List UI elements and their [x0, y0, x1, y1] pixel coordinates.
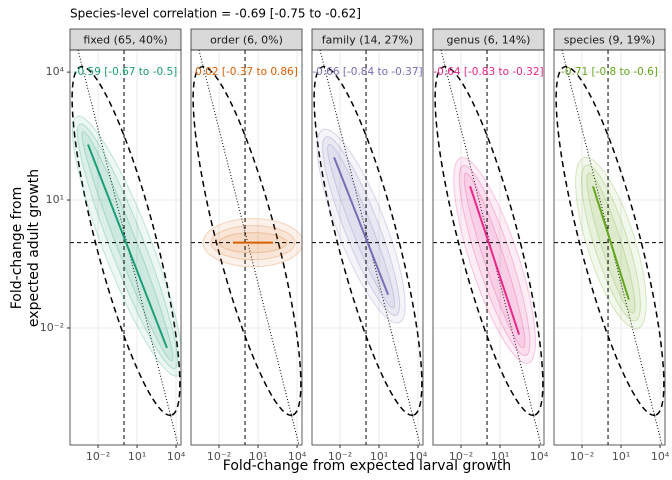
diagonal	[198, 50, 300, 445]
panel	[312, 50, 423, 445]
envelope	[192, 65, 302, 417]
x-tick-label: 10⁴	[651, 450, 670, 463]
x-tick-label: 10⁴	[530, 450, 549, 463]
y-axis-title: Fold-change from	[9, 187, 25, 310]
correlation-label: 0.02 [-0.37 to 0.86]	[195, 66, 298, 78]
fit-line	[592, 185, 630, 301]
diagonal	[77, 50, 179, 445]
diagonal	[319, 50, 421, 445]
y-tick-label: 10⁴	[46, 65, 65, 78]
envelope	[313, 65, 423, 417]
correlation-label: -0.71 [-0.8 to -0.6]	[561, 66, 658, 78]
strip-label: family (14, 27%)	[322, 34, 413, 47]
x-tick-label: 10⁴	[409, 450, 428, 463]
chart-title: Species-level correlation = -0.69 [-0.75…	[70, 7, 361, 21]
y-tick-label: 10⁻²	[40, 321, 64, 334]
x-tick-label: 10⁴	[167, 450, 186, 463]
envelope	[71, 65, 181, 417]
panel-content	[433, 50, 544, 445]
x-tick-label: 10⁻²	[207, 450, 231, 463]
panel-border	[553, 49, 666, 446]
panel	[554, 50, 665, 445]
strip-label: order (6, 0%)	[210, 34, 283, 47]
fit-line	[469, 185, 521, 335]
x-tick-label: 10¹	[249, 450, 267, 463]
panel-border	[311, 49, 424, 446]
panel-border	[432, 49, 545, 446]
panel-border	[190, 49, 303, 446]
fit-line	[87, 144, 168, 349]
x-tick-label: 10¹	[370, 450, 388, 463]
panel	[70, 50, 181, 445]
panel	[191, 50, 302, 445]
panel-content	[312, 50, 423, 445]
x-tick-label: 10⁻²	[570, 450, 594, 463]
panel	[433, 50, 544, 445]
x-tick-label: 10¹	[128, 450, 146, 463]
correlation-label: -0.66 [-0.84 to -0.37]	[312, 66, 422, 78]
strip-label: genus (6, 14%)	[447, 34, 531, 47]
panel-border	[69, 49, 182, 446]
x-tick-label: 10⁴	[288, 450, 307, 463]
strip-label: fixed (65, 40%)	[83, 34, 167, 47]
diagonal	[440, 50, 542, 445]
correlation-label: -0.64 [-0.83 to -0.32]	[433, 66, 543, 78]
strip-label: species (9, 19%)	[564, 34, 656, 47]
x-tick-label: 10⁻²	[328, 450, 352, 463]
panel-content	[191, 50, 302, 445]
panel-content	[554, 50, 665, 445]
y-tick-label: 10¹	[46, 193, 64, 206]
y-axis-title: expected adult growth	[26, 169, 42, 327]
diagonal	[561, 50, 663, 445]
x-tick-label: 10⁻²	[86, 450, 110, 463]
x-axis-title: Fold-change from expected larval growth	[223, 458, 511, 474]
panel-content	[70, 50, 181, 445]
correlation-label: -0.59 [-0.67 to -0.5]	[74, 66, 178, 78]
x-tick-label: 10¹	[491, 450, 509, 463]
x-tick-label: 10¹	[612, 450, 630, 463]
fit-line	[333, 157, 390, 296]
x-tick-label: 10⁻²	[449, 450, 473, 463]
